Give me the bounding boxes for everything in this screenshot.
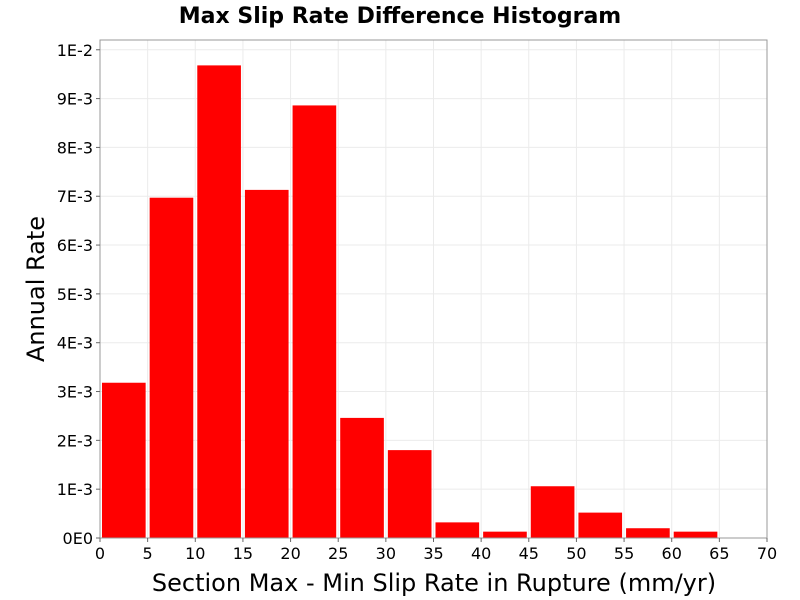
histogram-bar: [340, 417, 384, 538]
x-tick-label: 65: [709, 544, 729, 563]
x-tick-label: 10: [185, 544, 205, 563]
histogram-bar: [673, 531, 718, 538]
histogram-bar: [197, 65, 241, 538]
y-tick-label: 3E-3: [57, 383, 93, 402]
y-tick-label: 8E-3: [57, 138, 93, 157]
x-tick-label: 15: [233, 544, 253, 563]
y-tick-label: 0E0: [63, 529, 93, 548]
x-tick-label: 30: [376, 544, 396, 563]
histogram-bar: [244, 189, 289, 538]
y-tick-label: 7E-3: [57, 187, 93, 206]
y-tick-label: 2E-3: [57, 431, 93, 450]
x-tick-label: 45: [519, 544, 539, 563]
y-axis-title: Annual Rate: [22, 216, 50, 362]
histogram-bar: [102, 382, 146, 538]
histogram-bar: [292, 105, 337, 539]
histogram-bar: [149, 197, 194, 538]
x-tick-label: 50: [566, 544, 586, 563]
x-tick-label: 5: [143, 544, 153, 563]
x-tick-label: 35: [423, 544, 443, 563]
x-tick-label: 60: [662, 544, 682, 563]
histogram-bar: [387, 450, 432, 538]
y-tick-label: 5E-3: [57, 285, 93, 304]
y-tick-label: 9E-3: [57, 90, 93, 109]
histogram-bar: [435, 522, 480, 538]
histogram-bar: [626, 528, 670, 538]
histogram-bar: [530, 486, 575, 538]
x-tick-label: 40: [471, 544, 491, 563]
axes: [96, 39, 768, 542]
x-tick-label: 0: [95, 544, 105, 563]
histogram-bar: [578, 512, 623, 538]
tick-labels: 0 5 10 15 20 25 30 35 40 45 50 55 60 65 70 0E0 1E-3 2E-3 3…: [57, 41, 777, 563]
x-tick-label: 70: [757, 544, 777, 563]
histogram-bar: [483, 531, 527, 538]
bars: [102, 65, 765, 539]
x-tick-label: 20: [280, 544, 300, 563]
y-tick-label: 1E-2: [57, 41, 93, 60]
x-tick-label: 25: [328, 544, 348, 563]
x-tick-label: 55: [614, 544, 634, 563]
y-tick-label: 4E-3: [57, 334, 93, 353]
x-axis-title: Section Max - Min Slip Rate in Rupture (…: [152, 569, 716, 597]
y-tick-label: 6E-3: [57, 236, 93, 255]
chart-title: Max Slip Rate Difference Histogram: [179, 4, 621, 29]
y-tick-label: 1E-3: [57, 480, 93, 499]
